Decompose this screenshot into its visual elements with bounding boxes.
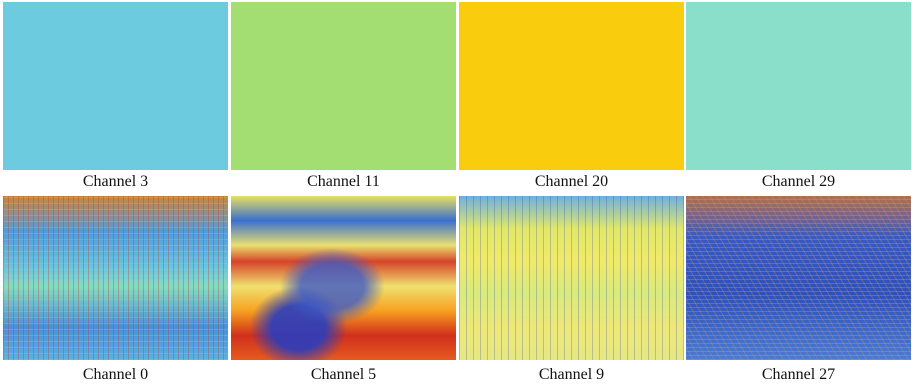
caption: Channel 9: [459, 366, 684, 384]
caption: Channel 29: [686, 173, 911, 191]
caption: Channel 0: [3, 366, 228, 384]
solid-panel: [231, 2, 456, 170]
feature-map: [231, 196, 456, 360]
caption: Channel 20: [459, 173, 684, 191]
feature-map: [686, 196, 911, 360]
figure: Channel 3 Channel 11 Channel 20 Channel …: [0, 0, 912, 387]
caption: Channel 5: [231, 366, 456, 384]
caption: Channel 27: [686, 366, 911, 384]
caption: Channel 11: [231, 173, 456, 191]
feature-map: [3, 196, 228, 360]
solid-panel: [686, 2, 911, 170]
caption: Channel 3: [3, 173, 228, 191]
feature-map: [459, 196, 684, 360]
solid-panel: [3, 2, 228, 170]
solid-panel: [459, 2, 684, 170]
